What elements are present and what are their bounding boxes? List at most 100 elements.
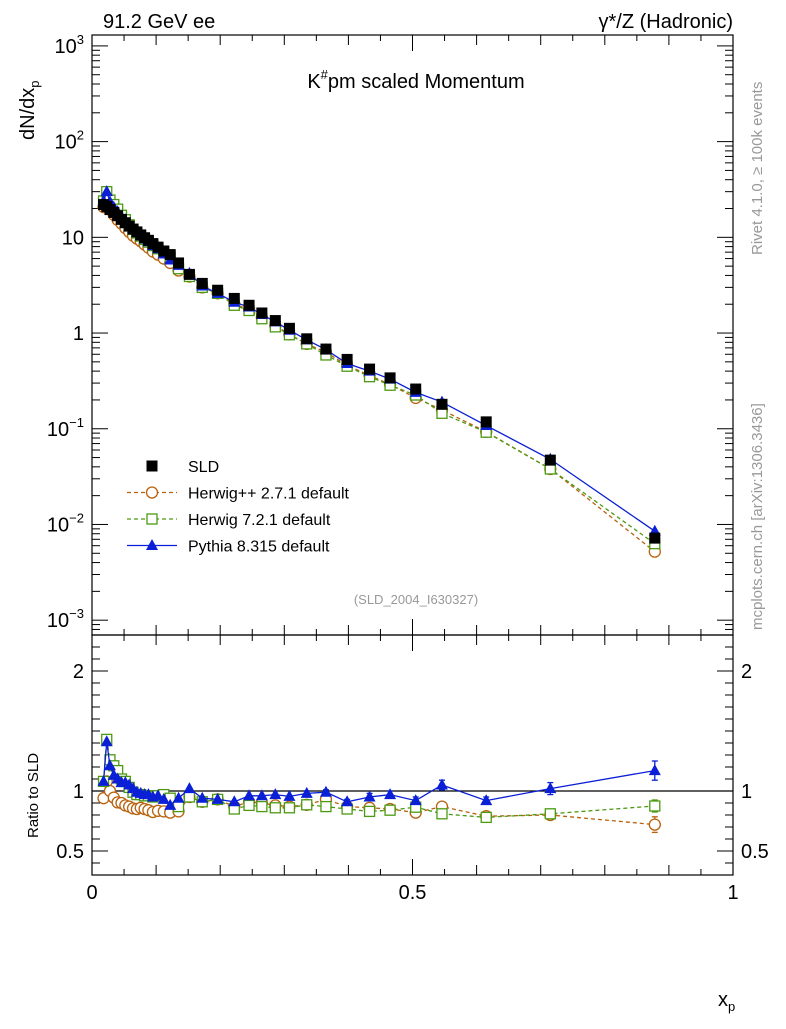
data-point <box>384 372 396 384</box>
data-point <box>196 277 208 289</box>
ratio-tick-label-right: 0.5 <box>741 841 769 863</box>
data-point <box>152 241 164 253</box>
legend-label: Pythia 8.315 default <box>188 539 330 556</box>
ratio-point <box>648 764 661 776</box>
chart-title: K#pm scaled Momentum <box>307 67 524 93</box>
data-point <box>228 292 240 304</box>
ratio-point <box>544 782 557 794</box>
y-tick-label: 102 <box>55 128 84 154</box>
ratio-point <box>256 800 268 813</box>
y-tick-label: 10−2 <box>47 510 84 536</box>
ratio-point <box>480 794 493 806</box>
y-axis-label-main: dN/dx <box>17 88 39 140</box>
ratio-point <box>435 778 448 790</box>
ratio-point <box>319 785 332 797</box>
data-point <box>212 284 224 296</box>
x-tick-label: 0.5 <box>399 882 427 904</box>
ratio-point <box>480 811 492 824</box>
y-tick-label: 1 <box>73 323 84 345</box>
x-tick-label: 1 <box>727 882 738 904</box>
legend-entry: Herwig 7.2.1 default <box>127 512 331 529</box>
series-2 <box>97 186 661 550</box>
chart-title-main: K <box>307 71 321 93</box>
legend-marker <box>146 539 158 550</box>
data-point <box>649 532 661 544</box>
ratio-point <box>544 808 556 820</box>
y-axis-label: dN/dxp <box>17 81 42 140</box>
data-point <box>544 454 556 466</box>
y-tick-label: 10 <box>62 227 84 249</box>
ratio-point <box>103 759 116 771</box>
ratio-point <box>172 791 185 803</box>
ratio-point <box>152 789 165 801</box>
ratio-point <box>183 791 196 803</box>
ratio-point <box>269 802 281 814</box>
data-point <box>100 185 113 197</box>
ratio-frame <box>91 634 734 876</box>
series-1 <box>97 197 661 558</box>
ratio-line <box>102 739 655 819</box>
data-point <box>269 315 281 327</box>
analysis-id: (SLD_2004_I630327) <box>354 592 478 607</box>
y-tick-label: 103 <box>55 32 84 58</box>
chart-title-rest: pm scaled Momentum <box>328 71 525 93</box>
data-point <box>364 363 376 375</box>
ratio-tick-label-right: 2 <box>741 661 752 683</box>
data-point <box>410 383 422 395</box>
header-left: 91.2 GeV ee <box>103 11 215 33</box>
ratio-point <box>301 799 313 811</box>
ratio-point <box>283 802 296 814</box>
ratio-point <box>172 800 185 813</box>
ratio-point <box>100 735 113 747</box>
ratio-point <box>320 800 332 813</box>
ratio-point <box>649 800 661 812</box>
ratio-point <box>363 805 376 818</box>
legend-marker <box>146 513 158 525</box>
ratio-point <box>648 818 661 831</box>
data-point <box>301 333 313 345</box>
main-panel: 10−3 10−2 10−1 1 10 102 103 <box>47 32 734 636</box>
legend-entry: Herwig++ 2.7.1 default <box>127 486 350 503</box>
legend-entry: SLD <box>146 459 219 476</box>
legend-marker <box>146 460 158 472</box>
ratio-point <box>196 791 209 803</box>
ratio-point <box>243 799 255 812</box>
ratio-line <box>102 778 655 826</box>
data-point <box>436 398 448 410</box>
x-axis-label-sub: p <box>728 999 735 1014</box>
ratio-point <box>269 788 282 800</box>
x-tick-label: 0 <box>86 882 97 904</box>
ratio-point <box>228 795 241 807</box>
ratio-point <box>300 786 313 798</box>
legend-label: Herwig 7.2.1 default <box>188 512 331 529</box>
header-right: γ*/Z (Hadronic) <box>599 11 733 33</box>
ratio-point <box>436 808 448 820</box>
legend-entry: Pythia 8.315 default <box>127 539 330 556</box>
ratio-tick-label-left: 2 <box>73 661 84 683</box>
data-point <box>283 322 295 334</box>
ratio-panel: 0 0.5 10.5 0.51 12 2 <box>56 634 769 904</box>
data-point <box>173 257 185 269</box>
ratio-point <box>97 774 110 786</box>
x-axis-label-main: x <box>718 989 728 1011</box>
ratio-point <box>409 794 422 806</box>
ratio-tick-label-right: 1 <box>741 781 752 803</box>
y-axis-label-sub: p <box>27 81 42 88</box>
data-point <box>480 416 492 428</box>
ratio-series-3 <box>97 735 661 810</box>
ratio-point <box>283 789 296 801</box>
series-0 <box>98 199 661 544</box>
legend: SLD Herwig++ 2.7.1 default Herwig 7.2.1 de… <box>127 459 350 556</box>
data-point <box>164 249 176 261</box>
ratio-point <box>243 789 256 801</box>
series-3 <box>97 185 661 536</box>
series-line <box>102 189 656 545</box>
data-point <box>243 299 255 311</box>
ratio-point <box>164 798 177 810</box>
rivet-label: Rivet 4.1.0, ≥ 100k events <box>749 82 766 255</box>
legend-label: SLD <box>188 459 219 476</box>
legend-label: Herwig++ 2.7.1 default <box>188 486 350 503</box>
ratio-axis-label: Ratio to SLD <box>25 753 42 838</box>
ratio-tick-label-left: 0.5 <box>56 841 84 863</box>
